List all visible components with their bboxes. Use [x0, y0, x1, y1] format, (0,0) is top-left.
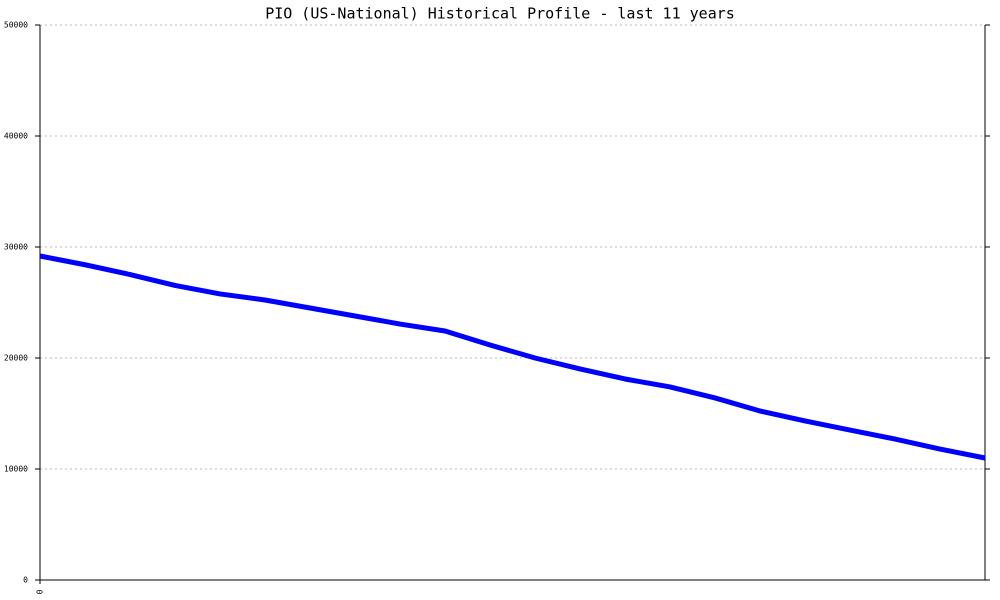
y-tick-label: 20000	[4, 354, 28, 363]
y-tick-label: 10000	[4, 465, 28, 474]
data-line	[39, 253, 986, 461]
y-tick-label: 50000	[4, 21, 28, 30]
x-tick-label: 0	[36, 589, 45, 594]
y-tick-label: 0	[23, 576, 28, 585]
y-tick-label: 30000	[4, 243, 28, 252]
y-tick-label: 40000	[4, 132, 28, 141]
chart-title: PIO (US-National) Historical Profile - l…	[265, 5, 735, 23]
